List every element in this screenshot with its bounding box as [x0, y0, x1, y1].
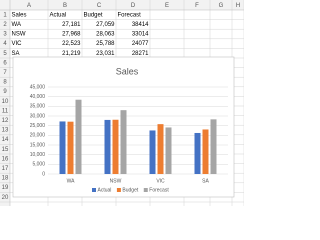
row-header: 5: [3, 51, 7, 57]
bar: [67, 121, 74, 174]
row-header-bar: [0, 0, 10, 206]
row-header: 19: [2, 185, 9, 191]
row-header: 7: [3, 70, 7, 76]
cell: NSW: [12, 32, 26, 38]
legend-label: Forecast: [149, 188, 169, 194]
row-header: 18: [2, 176, 9, 182]
row-header: 8: [3, 80, 7, 86]
row-header: 14: [2, 137, 9, 143]
cell: Budget: [84, 12, 103, 18]
cell: 21,219: [62, 51, 81, 57]
row-header: 16: [2, 156, 9, 162]
column-header: C: [97, 3, 102, 9]
row-header: 11: [2, 108, 9, 114]
y-tick-label: 5,000: [32, 162, 45, 168]
cell: 27,059: [96, 22, 115, 28]
row-header: 15: [2, 147, 9, 153]
legend-swatch: [143, 188, 148, 192]
row-header: 10: [2, 99, 9, 105]
spreadsheet: A B C D E F G H1234567891011121314151617181920S…: [0, 0, 244, 206]
legend-label: Budget: [122, 188, 138, 194]
column-header: F: [195, 3, 199, 9]
column-header: H: [236, 3, 240, 9]
cell: 25,788: [96, 41, 115, 47]
column-header: G: [219, 3, 224, 9]
bar: [59, 121, 66, 174]
row-header: 3: [3, 32, 7, 38]
row-header: 1: [3, 12, 7, 18]
row-header: 17: [2, 166, 9, 172]
y-tick-label: 35,000: [30, 104, 46, 110]
column-header: E: [165, 3, 169, 9]
column-header-bar: [0, 0, 244, 10]
y-tick-label: 20,000: [30, 133, 46, 139]
x-tick-label: WA: [67, 178, 76, 184]
cell: 28,063: [96, 32, 115, 38]
x-tick-label: SA: [202, 178, 209, 184]
row-header: 4: [3, 41, 7, 47]
cell: Forecast: [118, 12, 142, 18]
legend-label: Actual: [98, 188, 112, 194]
row-header: 9: [3, 89, 7, 95]
cell: Actual: [50, 12, 67, 18]
cell: 24077: [132, 41, 149, 47]
cell: 33014: [132, 32, 149, 38]
y-tick-label: 0: [42, 171, 45, 177]
row-header: 12: [2, 118, 9, 124]
bar: [104, 119, 111, 174]
cell: Sales: [12, 12, 27, 18]
cell: WA: [12, 22, 21, 28]
y-tick-label: 25,000: [30, 123, 46, 129]
legend-swatch: [92, 188, 96, 192]
chart-title: Sales: [116, 66, 139, 76]
row-header: 13: [2, 128, 9, 134]
cell: VIC: [12, 41, 23, 47]
y-tick-label: 30,000: [30, 113, 46, 119]
x-tick-label: VIC: [156, 178, 165, 184]
bar: [202, 129, 209, 174]
row-header: 6: [3, 60, 7, 66]
bar: [210, 119, 217, 174]
row-header: 20: [2, 195, 9, 201]
column-header: A: [27, 3, 31, 9]
bar: [165, 127, 172, 174]
cell: 23,031: [96, 51, 115, 57]
y-tick-label: 10,000: [30, 152, 46, 158]
bar: [149, 130, 156, 174]
cell: 38414: [132, 22, 149, 28]
cell: SA: [12, 51, 20, 57]
x-tick-label: NSW: [110, 178, 122, 184]
row-header: 2: [3, 22, 7, 28]
cell: 27,181: [62, 22, 81, 28]
bar: [120, 110, 127, 174]
y-tick-label: 40,000: [30, 94, 46, 100]
legend-swatch: [116, 188, 121, 192]
cell: 22,523: [62, 41, 81, 47]
cell: 28271: [132, 51, 149, 57]
y-tick-label: 45,000: [30, 84, 46, 90]
cell: 27,968: [62, 32, 81, 38]
bar: [157, 124, 164, 174]
column-header: D: [131, 3, 136, 9]
column-header: B: [63, 3, 67, 9]
bar: [112, 119, 119, 174]
y-tick-label: 15,000: [30, 142, 46, 148]
bar: [194, 132, 201, 174]
bar: [75, 99, 82, 174]
